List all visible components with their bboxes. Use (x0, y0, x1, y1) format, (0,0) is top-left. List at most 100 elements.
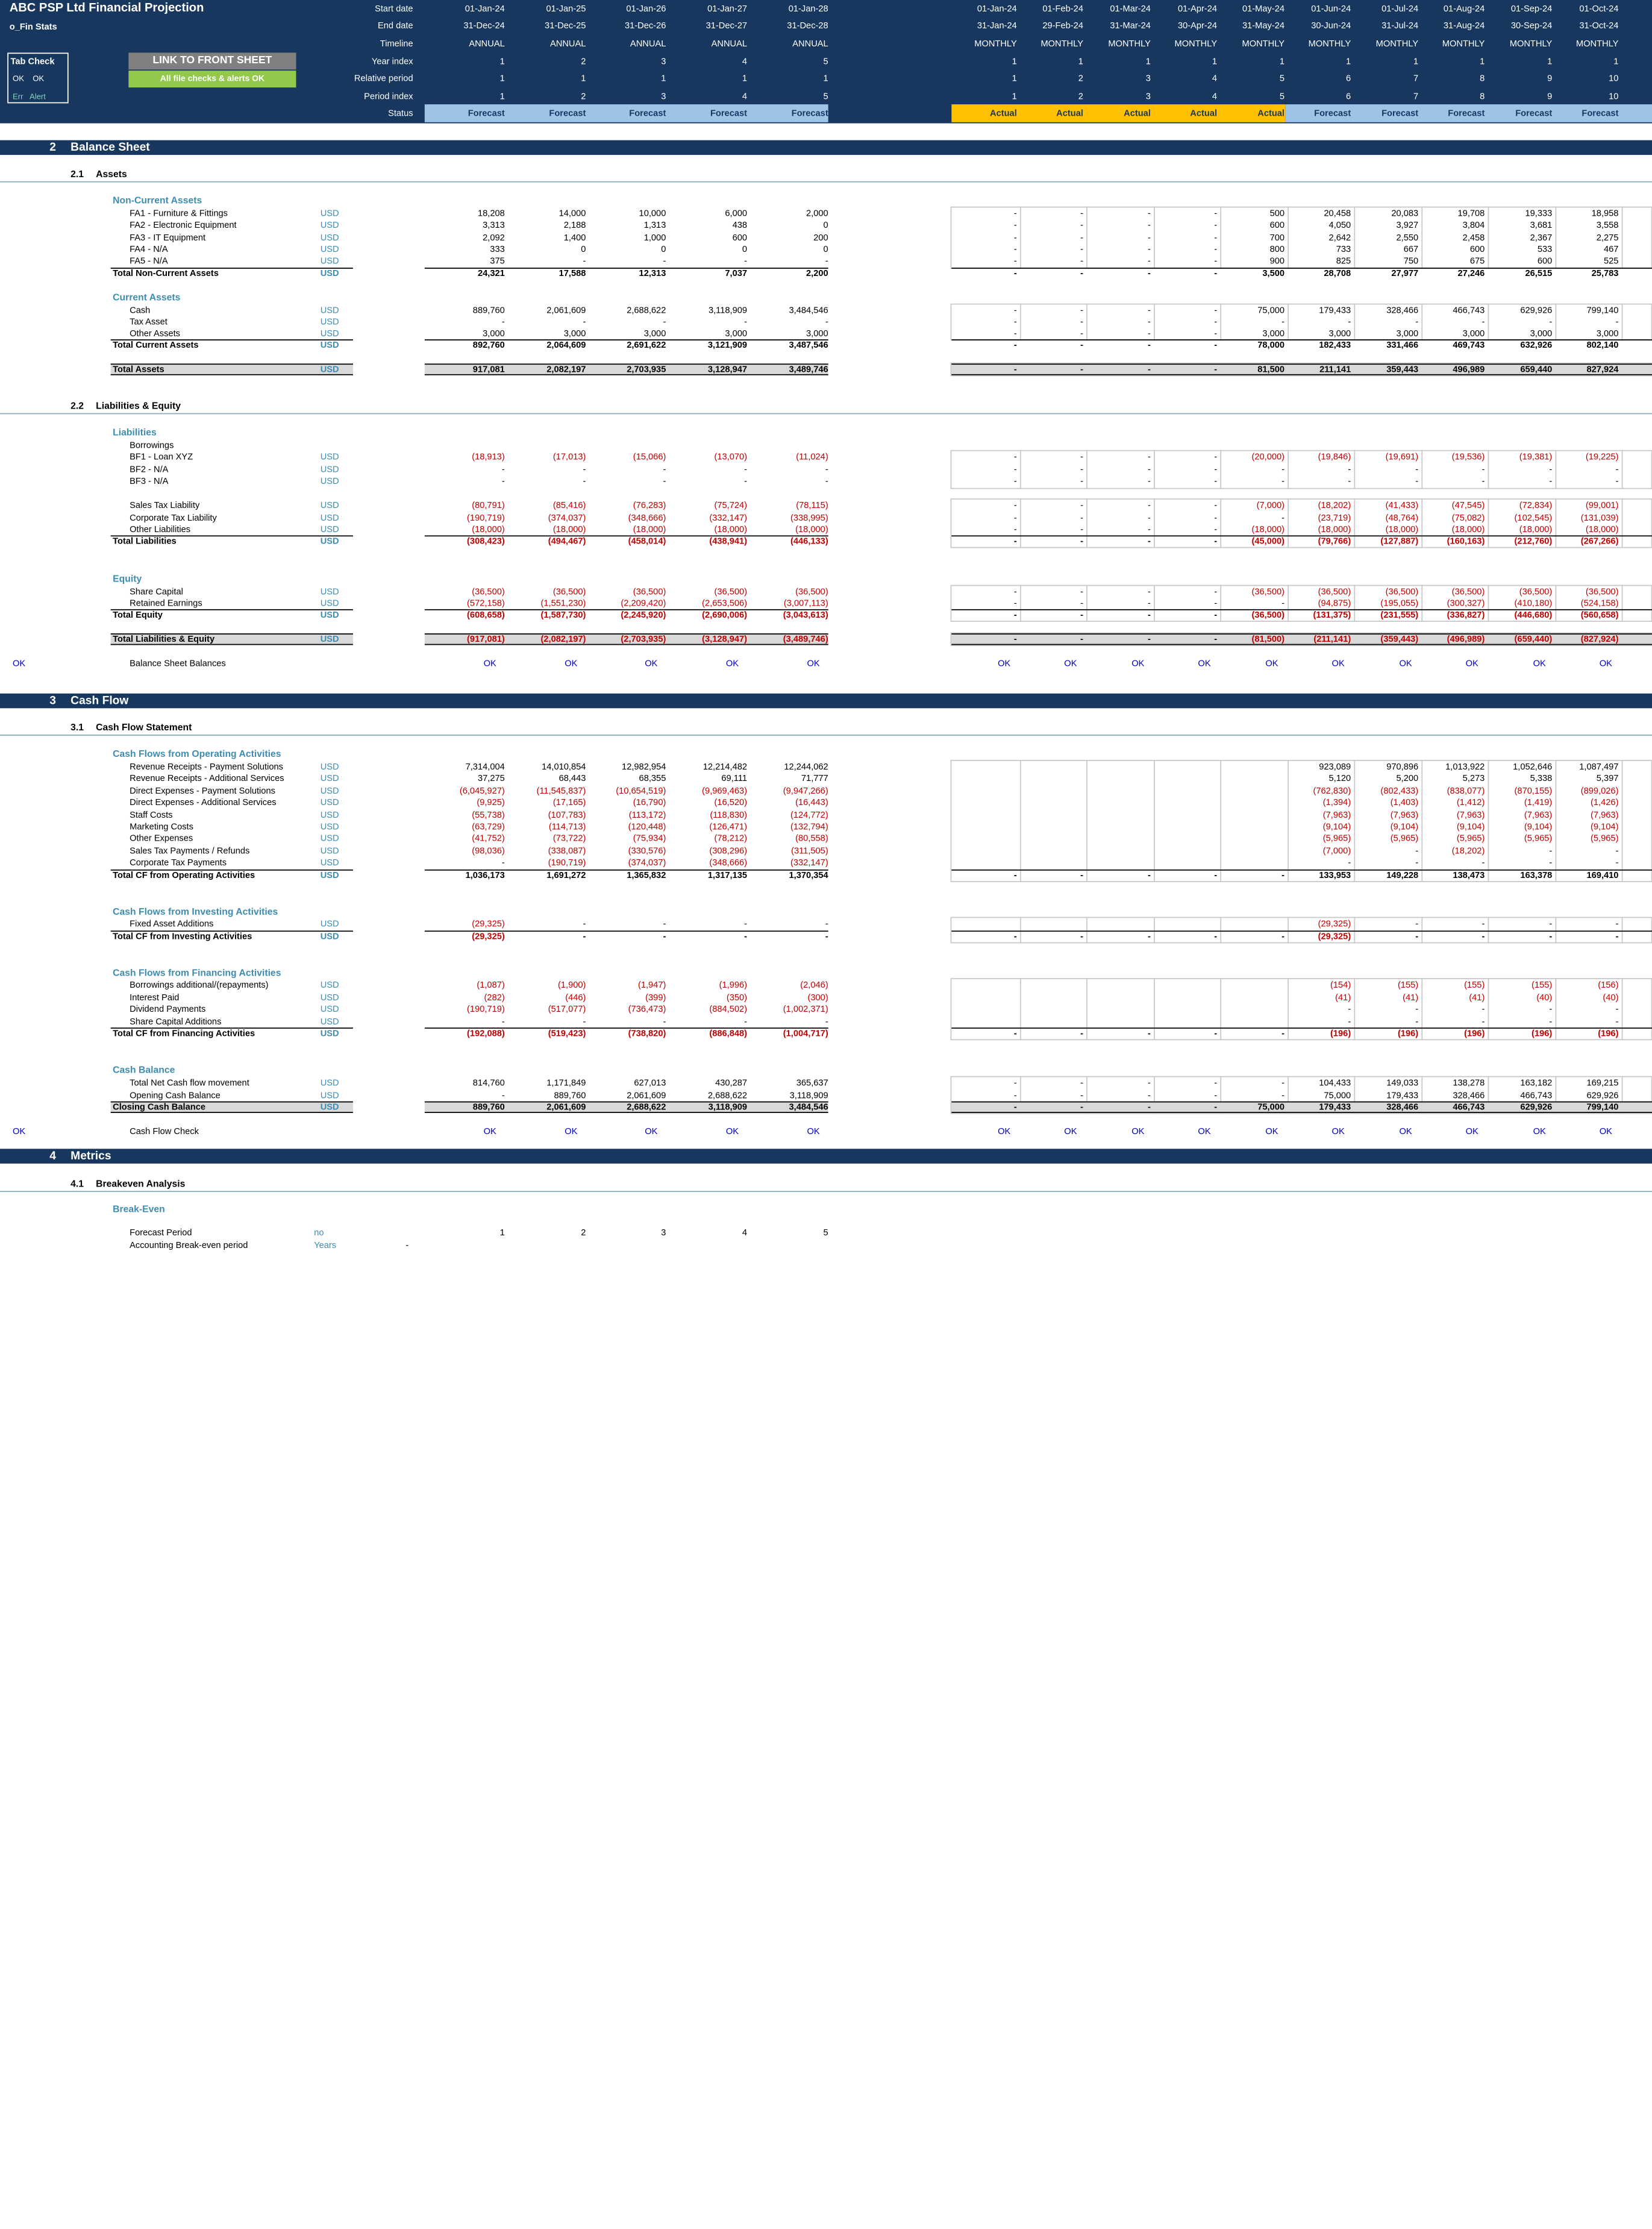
monthly-value-cell: - (1348, 463, 1351, 475)
total-rule (424, 535, 828, 537)
monthly-end-cell: 29-Feb-24 (1042, 20, 1083, 31)
monthly-value-cell: - (1214, 268, 1218, 278)
monthly-value-cell: - (1214, 524, 1218, 535)
monthly-value-cell: 169,410 (1586, 869, 1619, 880)
monthly-value-cell: - (1148, 207, 1151, 219)
annual-value-cell: 0 (661, 243, 666, 254)
annual-value-cell: - (825, 463, 828, 475)
annual-value-cell: (308,423) (467, 535, 505, 546)
monthly-start-cell: 01-Mar-24 (1110, 3, 1151, 14)
annual-value-cell: (2,245,920) (621, 609, 666, 620)
monthly-check-cell: OK (1533, 1125, 1546, 1136)
annual-value-cell: - (825, 930, 828, 941)
monthly-value-cell: 104,433 (1319, 1077, 1351, 1088)
annual-value-cell: (917,081) (467, 633, 505, 644)
annual-value-cell: - (825, 475, 828, 486)
subsection-number: 2.2 (70, 400, 84, 412)
annual-value-cell: 68,355 (639, 773, 666, 783)
annual-value-cell: (517,077) (548, 1003, 586, 1014)
grid-line (1621, 303, 1623, 340)
monthly-pidx-cell: 6 (1346, 90, 1351, 101)
annual-value-cell: (572,158) (467, 597, 505, 609)
monthly-value-cell: - (1013, 535, 1017, 546)
monthly-value-cell: - (1214, 207, 1218, 219)
monthly-end-cell: 31-Oct-24 (1579, 20, 1619, 31)
unit-label: USD (320, 918, 339, 929)
row-label: Closing Cash Balance (113, 1101, 206, 1112)
monthly-value-cell: - (1013, 207, 1017, 219)
annual-value-cell: (17,165) (552, 797, 586, 807)
monthly-value-cell: (496,989) (1447, 633, 1485, 644)
monthly-value-cell: (41) (1469, 991, 1485, 1003)
annual-value-cell: (132,794) (790, 821, 828, 832)
monthly-year-cell: 1 (1480, 55, 1485, 67)
monthly-value-cell: (131,375) (1313, 609, 1351, 620)
grid-line (1287, 303, 1289, 340)
grid-line (1488, 498, 1489, 548)
annual-value-cell: 3,484,546 (789, 1101, 828, 1112)
section-number: 3 (49, 694, 56, 707)
annual-value-cell: (113,172) (628, 809, 666, 820)
unit-label: USD (320, 500, 339, 510)
header-row-label: End date (377, 20, 413, 31)
monthly-value-cell: - (1615, 475, 1619, 486)
monthly-value-cell: - (1348, 1016, 1351, 1027)
annual-value-cell: - (663, 475, 666, 486)
annual-value-cell: 2,061,609 (546, 1101, 586, 1112)
grid-line (1154, 498, 1155, 548)
monthly-value-cell: ( (1619, 535, 1652, 547)
total-rule (424, 930, 828, 932)
unit-label: USD (320, 1089, 339, 1100)
monthly-value-cell: 700 (1269, 231, 1285, 243)
annual-value-cell: 3,000 (563, 327, 586, 339)
link-to-front-sheet-button[interactable]: LINK TO FRONT SHEET (128, 52, 296, 70)
monthly-value-cell: - (1148, 463, 1151, 475)
annual-value-cell: (446,133) (790, 535, 828, 546)
annual-value-cell: 627,013 (634, 1077, 666, 1088)
grid-line (1621, 206, 1623, 269)
monthly-value-cell: (18,000) (1318, 524, 1351, 535)
annual-value-cell: (1,900) (558, 979, 586, 990)
monthly-value-cell: (36,500) (1251, 609, 1285, 620)
annual-value-cell: (1,947) (637, 979, 666, 990)
annual-value-cell: 7,314,004 (465, 760, 505, 772)
grid-line (1020, 1076, 1021, 1114)
monthly-value-cell: (7,963) (1456, 809, 1485, 820)
grid-line (1621, 498, 1623, 548)
monthly-value-cell: (160,163) (1447, 535, 1485, 546)
monthly-value-cell: 133,953 (1319, 869, 1351, 880)
monthly-value-cell: - (1214, 586, 1218, 597)
annual-value-cell: 12,313 (639, 268, 666, 278)
annual-value-cell: (190,719) (467, 512, 505, 523)
monthly-rel-cell: 10 (1609, 72, 1619, 84)
grid-line (1488, 450, 1489, 489)
monthly-value-cell: - (1080, 339, 1083, 350)
unit-label: USD (320, 339, 339, 350)
row-label: FA3 - IT Equipment (130, 231, 206, 243)
monthly-value-cell: - (1549, 918, 1553, 929)
monthly-value-cell: - (1549, 930, 1553, 941)
monthly-pidx-cell: 3 (1145, 90, 1151, 101)
unit-label: USD (320, 856, 339, 868)
monthly-value-cell: 5,120 (1328, 773, 1351, 783)
row-label: Corporate Tax Payments (130, 856, 227, 868)
annual-value-cell: (886,848) (709, 1027, 748, 1038)
grand-total-band (424, 363, 828, 375)
annual-value-cell: 917,081 (472, 363, 505, 374)
annual-rel-cell: 1 (661, 72, 666, 84)
monthly-value-cell: 75,000 (1324, 1089, 1351, 1100)
monthly-start-cell: 01-Oct-24 (1579, 3, 1619, 14)
subsection-title: Assets (96, 168, 127, 180)
annual-value-cell: - (501, 1016, 505, 1027)
grid-line (1421, 1076, 1423, 1114)
total-rule (951, 930, 1652, 932)
annual-start-cell: 01-Jan-26 (626, 3, 666, 14)
monthly-value-cell: - (1348, 1003, 1351, 1014)
monthly-value-cell: - (1013, 363, 1017, 374)
annual-value-cell: 6,000 (725, 207, 748, 219)
annual-year-cell: 3 (661, 55, 666, 67)
grid-line (1287, 978, 1289, 1041)
monthly-grid-block (950, 585, 1652, 622)
annual-value-cell: (2,703,935) (621, 633, 666, 644)
annual-status-cell: Forecast (629, 107, 666, 118)
